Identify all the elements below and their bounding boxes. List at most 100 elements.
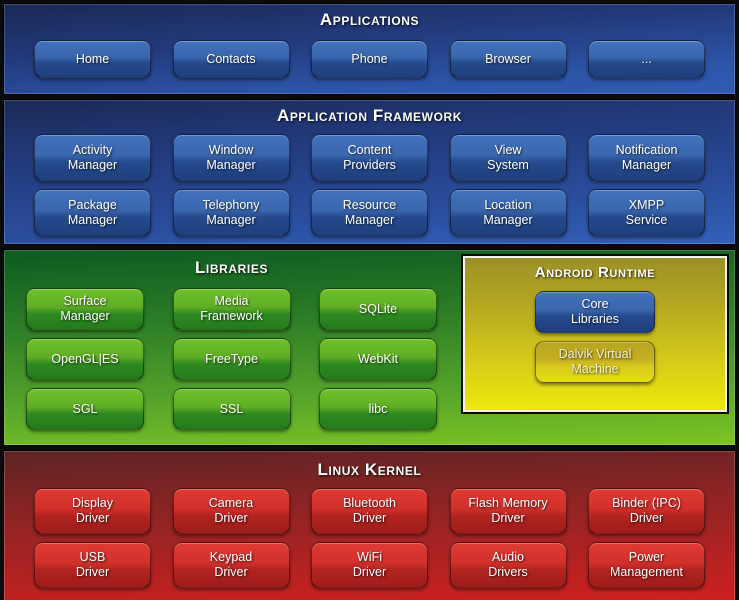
label-line-2: Driver [75,565,110,579]
kernel-button-usb-driver[interactable]: USB Driver [34,542,151,588]
kernel-button-power-management[interactable]: Power Management [588,542,705,588]
label-line-2: Drivers [488,565,528,579]
layer-title-application-framework: Application Framework [276,106,463,125]
label-line-1: USB [79,550,106,564]
kernel-button-bluetooth-driver[interactable]: Bluetooth Driver [311,488,428,534]
label-line-2: Driver [491,511,525,525]
label-line-2: Framework [200,309,263,323]
app-button-home-label: Home [75,51,110,66]
runtime-button-core-libraries[interactable]: Core Libraries [535,291,655,333]
label-line-2: Machine [571,362,619,376]
library-button-media-framework[interactable]: Media Framework [172,288,291,330]
label-line-1: WebKit [357,351,399,366]
label-line-1: Telephony [202,197,260,212]
label-line-1: Notification [615,142,678,157]
label-line-1: Surface [63,294,107,308]
label-line-1: Bluetooth [343,496,396,510]
label-line-1: FreeType [205,351,258,366]
label-line-1: Display [72,496,113,510]
kernel-button-keypad-driver[interactable]: Keypad Driver [172,542,290,588]
app-button-phone[interactable]: Phone [311,40,428,78]
libraries-row-3: SGL SSL libc [4,388,459,430]
runtime-column: Android Runtime Core Libraries Dalvik Vi… [459,250,735,445]
label-line-1: Resource [342,197,397,212]
app-button-browser-label: Browser [485,51,531,66]
layer-libraries: Libraries Surface Manager Media Framewor… [3,249,736,446]
framework-row-1: Activity Manager Window Manager Content … [4,134,735,181]
label-line-1: XMPP [628,197,665,212]
layer-title-applications: Applications [319,10,420,29]
kernel-button-camera-driver[interactable]: Camera Driver [172,488,290,534]
label-line-2: Providers [343,157,396,172]
layer-title-android-runtime: Android Runtime [534,264,656,281]
label-line-1: Location [484,197,532,212]
label-line-2: Driver [352,511,387,525]
library-button-sgl[interactable]: SGL [26,388,144,430]
label-line-1: Flash Memory [468,496,548,510]
label-line-1: SQLite [358,301,398,316]
label-line-2: Driver [214,565,248,579]
app-button-browser[interactable]: Browser [449,40,567,78]
label-line-1: Activity [72,142,113,157]
framework-button-notification-manager[interactable]: Notification Manager [588,134,705,181]
label-line-2: Manager [483,212,533,227]
label-line-2: Driver [629,511,664,525]
framework-button-activity-manager[interactable]: Activity Manager [34,134,151,181]
kernel-button-display-driver[interactable]: Display Driver [34,488,151,534]
label-line-1: Dalvik Virtual [558,347,632,361]
library-button-sqlite[interactable]: SQLite [319,288,437,330]
library-button-ssl[interactable]: SSL [172,388,291,430]
label-line-1: Content [347,142,392,157]
label-line-1: libc [368,401,388,416]
kernel-button-wifi-driver[interactable]: WiFi Driver [311,542,428,588]
label-line-2: Manager [60,309,110,323]
kernel-button-flash-memory-driver[interactable]: Flash Memory Driver [449,488,567,534]
library-button-surface-manager[interactable]: Surface Manager [26,288,144,330]
libraries-column: Libraries Surface Manager Media Framewor… [4,250,459,445]
layer-linux-kernel: Linux Kernel Display Driver Camera Drive… [3,450,736,600]
label-line-2: Management [610,565,683,579]
library-button-opengl-es[interactable]: OpenGL|ES [26,338,144,380]
label-line-1: Binder (IPC) [612,496,681,510]
layer-applications: Applications Home Contacts Phone Browser… [3,3,736,95]
framework-button-content-providers[interactable]: Content Providers [311,134,428,181]
label-line-1: Core [581,297,609,311]
label-line-1: Package [68,197,117,212]
framework-button-resource-manager[interactable]: Resource Manager [311,189,428,236]
layer-application-framework: Application Framework Activity Manager W… [3,99,736,245]
app-button-more-label: ... [641,51,652,66]
framework-button-location-manager[interactable]: Location Manager [449,189,567,236]
library-button-webkit[interactable]: WebKit [319,338,437,380]
label-line-1: SSL [219,401,244,416]
libraries-row-1: Surface Manager Media Framework SQLite [4,288,459,330]
label-line-2: Manager [344,212,395,227]
label-line-2: Driver [352,565,387,579]
library-button-libc[interactable]: libc [319,388,437,430]
label-line-1: Power [628,550,665,564]
label-line-2: Manager [67,212,118,227]
libraries-row-2: OpenGL|ES FreeType WebKit [4,338,459,380]
library-button-freetype[interactable]: FreeType [172,338,291,380]
label-line-1: Audio [492,550,524,564]
runtime-button-dalvik-virtual-machine[interactable]: Dalvik Virtual Machine [535,341,655,383]
label-line-2: Libraries [571,312,619,326]
kernel-button-binder-ipc-driver[interactable]: Binder (IPC) Driver [588,488,705,534]
framework-button-xmpp-service[interactable]: XMPP Service [588,189,705,236]
label-line-1: Window [208,142,254,157]
app-button-home[interactable]: Home [34,40,151,78]
label-line-2: Manager [206,212,256,227]
framework-button-window-manager[interactable]: Window Manager [172,134,290,181]
layer-title-libraries: Libraries [194,258,269,277]
label-line-1: View [494,142,522,157]
framework-button-package-manager[interactable]: Package Manager [34,189,151,236]
kernel-row-1: Display Driver Camera Driver Bluetooth D… [4,488,735,534]
framework-button-view-system[interactable]: View System [449,134,567,181]
framework-button-telephony-manager[interactable]: Telephony Manager [172,189,290,236]
app-button-contacts[interactable]: Contacts [172,40,290,78]
applications-row-1: Home Contacts Phone Browser ... [4,40,735,78]
kernel-button-audio-drivers[interactable]: Audio Drivers [449,542,567,588]
label-line-1: OpenGL|ES [51,351,119,366]
framework-row-2: Package Manager Telephony Manager Resour… [4,189,735,236]
app-button-more[interactable]: ... [588,40,705,78]
